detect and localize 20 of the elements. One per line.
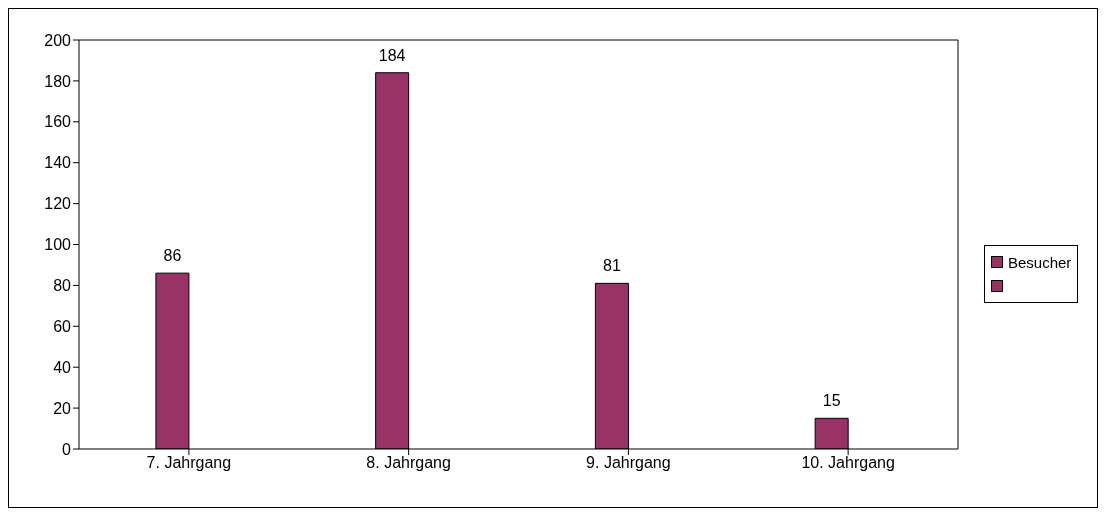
data-label: 81 — [603, 257, 621, 275]
x-tick-label: 8. Jahrgang — [366, 454, 451, 472]
y-tick-label: 140 — [44, 154, 72, 172]
x-tick-label: 9. Jahrgang — [586, 454, 671, 472]
y-tick-label: 100 — [44, 236, 72, 254]
data-label: 15 — [822, 392, 841, 410]
y-tick-label: 200 — [44, 31, 72, 49]
data-label: 184 — [378, 46, 406, 64]
y-tick-label: 0 — [62, 440, 72, 458]
y-tick-label: 60 — [53, 317, 72, 335]
legend-label: Besucher — [1008, 253, 1072, 271]
y-tick-label: 20 — [53, 399, 72, 417]
y-tick-label: 180 — [44, 72, 72, 90]
y-tick-label: 40 — [53, 358, 72, 376]
y-tick-label: 160 — [44, 113, 72, 131]
x-tick-label: 7. Jahrgang — [146, 454, 232, 472]
y-tick-label: 80 — [53, 277, 72, 295]
x-tick-label: 10. Jahrgang — [801, 454, 895, 472]
data-label: 86 — [163, 247, 182, 265]
y-tick-label: 120 — [44, 195, 72, 213]
